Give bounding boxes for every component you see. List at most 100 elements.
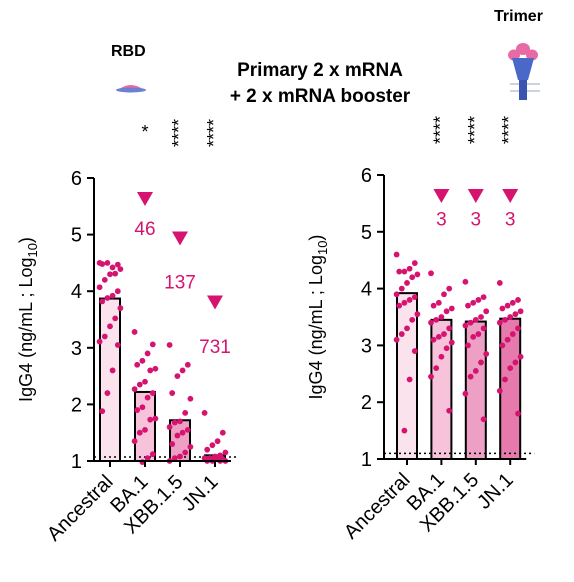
data-point <box>509 331 516 337</box>
data-point <box>136 381 143 388</box>
data-point <box>467 373 474 380</box>
significance-label: **** <box>204 119 224 147</box>
data-point <box>480 416 487 423</box>
data-point <box>504 302 511 309</box>
data-point <box>478 314 484 320</box>
title-line-2: + 2 x mRNA booster <box>229 86 411 107</box>
fold-change-marker <box>433 189 450 204</box>
data-point <box>411 348 418 354</box>
data-point <box>480 325 487 332</box>
bar-BA.1 <box>134 390 156 462</box>
y-tick-label: 6 <box>361 165 372 187</box>
data-point <box>443 345 450 352</box>
fold-change-label: 3 <box>505 210 516 231</box>
data-point <box>174 432 181 439</box>
y-tick-label: 1 <box>71 451 82 473</box>
x-tick-label: Ancestral <box>340 469 415 544</box>
data-point <box>478 359 484 366</box>
data-point <box>142 426 148 433</box>
data-point <box>428 319 434 326</box>
data-point <box>134 361 141 368</box>
data-point <box>411 260 418 266</box>
data-point <box>101 333 108 340</box>
fold-change-marker <box>502 189 519 204</box>
data-point <box>398 331 405 337</box>
data-point <box>166 424 173 430</box>
significance-label: **** <box>499 116 519 144</box>
data-point <box>428 270 434 277</box>
data-point <box>99 408 106 415</box>
data-point <box>411 294 418 301</box>
data-point <box>483 351 490 357</box>
rbd-label: RBD <box>111 43 146 60</box>
data-point <box>433 316 440 323</box>
data-point <box>147 416 154 423</box>
data-point <box>404 280 410 286</box>
data-point <box>112 315 119 322</box>
data-point <box>475 297 482 303</box>
data-point <box>512 311 519 318</box>
data-point <box>515 410 521 417</box>
data-point <box>131 329 138 335</box>
data-point <box>483 308 490 315</box>
data-point <box>96 338 103 345</box>
data-point <box>507 365 514 372</box>
data-point <box>184 361 191 368</box>
data-point <box>499 305 506 312</box>
data-point <box>467 319 474 326</box>
data-point <box>502 316 508 323</box>
fold-change-marker <box>137 191 153 206</box>
data-point <box>512 359 519 366</box>
data-point <box>117 266 124 273</box>
y-tick-label: 2 <box>71 394 82 416</box>
data-point <box>144 350 151 357</box>
data-point <box>472 368 479 374</box>
chart-title: Primary 2 x mRNA + 2 x mRNA booster <box>185 58 455 110</box>
data-point <box>142 378 148 385</box>
data-point <box>409 316 416 323</box>
fold-change-label: 3 <box>471 210 482 231</box>
y-tick-label: 5 <box>71 225 82 247</box>
data-point <box>406 297 413 303</box>
data-point <box>462 322 469 329</box>
data-point <box>509 299 516 306</box>
data-point <box>428 373 434 380</box>
title-line-1: Primary 2 x mRNA <box>237 60 403 81</box>
data-point <box>499 342 506 349</box>
data-point <box>448 305 455 312</box>
data-point <box>393 251 400 258</box>
y-tick-label: 1 <box>361 449 372 471</box>
data-point <box>179 429 186 436</box>
data-point <box>219 429 226 436</box>
data-point <box>435 299 442 306</box>
data-point <box>441 291 447 298</box>
data-point <box>475 331 482 337</box>
fold-change-label: 137 <box>164 273 196 294</box>
data-point <box>171 419 178 426</box>
trimer-label: Trimer <box>494 8 543 25</box>
data-point <box>393 336 400 343</box>
data-point <box>131 438 138 445</box>
data-point <box>109 367 116 374</box>
data-point <box>114 288 121 295</box>
data-point <box>480 294 487 301</box>
data-point <box>496 280 503 286</box>
data-point <box>166 342 173 348</box>
data-point <box>398 285 405 292</box>
data-point <box>139 404 146 411</box>
y-axis-title: IgG4 (ng/mL ; Log10) <box>306 235 330 400</box>
data-point <box>515 325 521 332</box>
data-point <box>446 325 453 332</box>
data-point <box>406 376 413 383</box>
y-tick-label: 3 <box>361 335 372 357</box>
data-point <box>496 319 503 326</box>
data-point <box>174 373 181 379</box>
data-point <box>104 260 111 266</box>
data-point <box>222 449 229 456</box>
data-point <box>406 265 413 272</box>
bar-XBB.1.5 <box>464 320 487 460</box>
data-point <box>465 342 471 349</box>
data-point <box>187 395 194 402</box>
